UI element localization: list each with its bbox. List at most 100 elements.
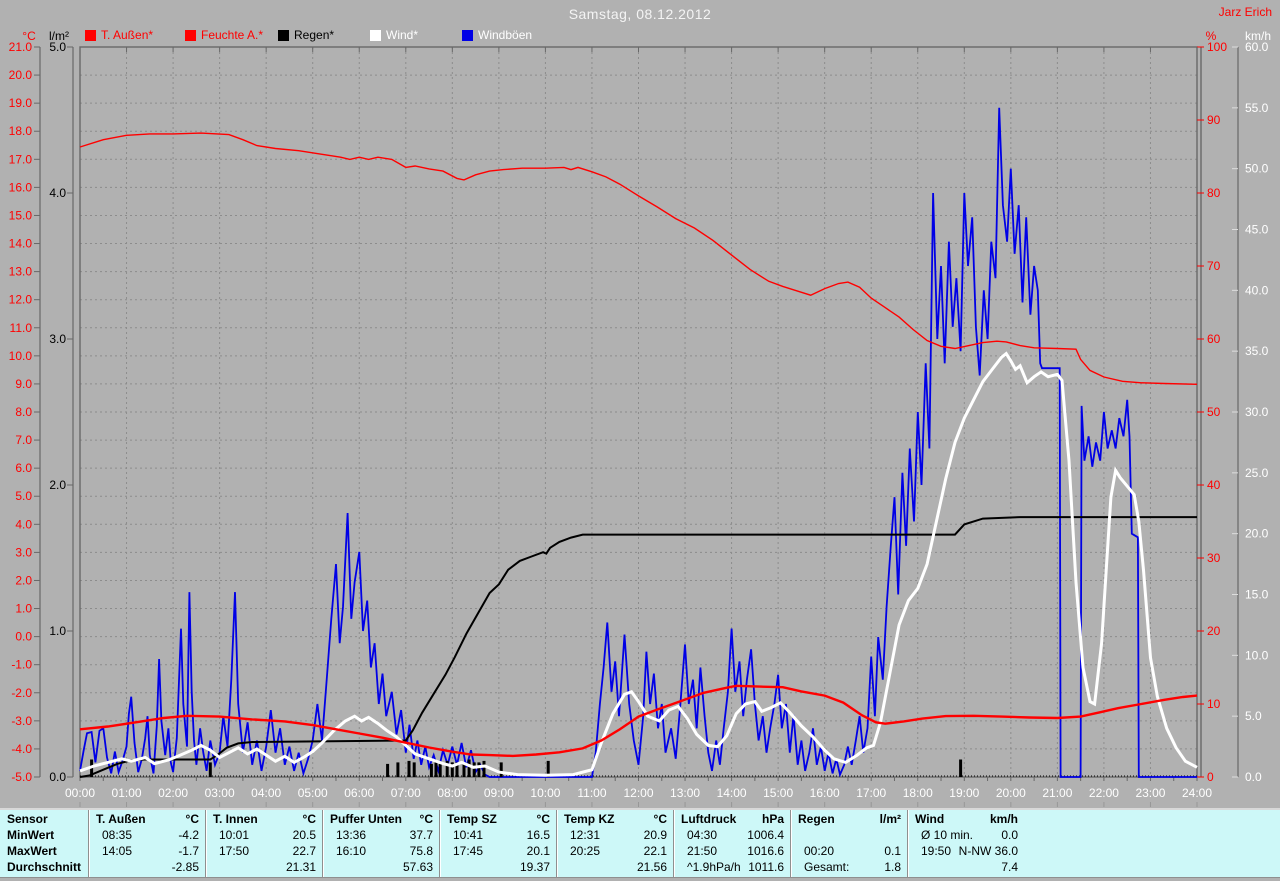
svg-text:90: 90 — [1207, 113, 1221, 127]
row-label-maxwert: MaxWert — [7, 844, 57, 858]
svg-text:09:00: 09:00 — [484, 786, 514, 800]
grid — [80, 47, 1197, 777]
svg-text:14:00: 14:00 — [717, 786, 747, 800]
svg-text:35.0: 35.0 — [1245, 344, 1269, 358]
svg-text:60.0: 60.0 — [1245, 40, 1269, 54]
svg-text:6.0: 6.0 — [15, 461, 32, 475]
svg-text:24:00: 24:00 — [1182, 786, 1212, 800]
stat-value-cell: 20.9 — [643, 828, 667, 842]
stat-value-cell: 20.1 — [526, 844, 550, 858]
stat-value-cell: 16.5 — [526, 828, 550, 842]
stat-value-cell: 7.4 — [1001, 860, 1018, 874]
right-humidity-axis-title: % — [1205, 29, 1217, 43]
svg-text:1.0: 1.0 — [49, 624, 66, 638]
table-row: -2.85 — [89, 859, 205, 875]
table-row: 16:10 75.8 — [323, 843, 439, 859]
legend-label: T. Außen* — [101, 28, 154, 42]
table-row: Temp SZ °C — [440, 811, 556, 827]
table-row: Wind km/h — [908, 811, 1024, 827]
svg-text:07:00: 07:00 — [391, 786, 421, 800]
table-row: Luftdruck hPa — [674, 811, 790, 827]
svg-text:13.0: 13.0 — [9, 265, 33, 279]
stat-value-cell: 57.63 — [402, 860, 433, 874]
window-bottom-strip — [0, 877, 1280, 881]
stat-time-cell: 08:35 — [102, 828, 133, 842]
series-windb-en — [79, 107, 1197, 778]
svg-text:3.0: 3.0 — [15, 545, 32, 559]
stat-time-cell: 14:05 — [102, 844, 133, 858]
table-row: 12:31 20.9 — [557, 827, 673, 843]
svg-text:08:00: 08:00 — [437, 786, 467, 800]
legend-swatch-icon — [85, 29, 96, 41]
legend-label: Windböen — [478, 28, 533, 42]
svg-text:12.0: 12.0 — [9, 293, 33, 307]
svg-text:16.0: 16.0 — [9, 180, 33, 194]
table-row: 17:45 20.1 — [440, 843, 556, 859]
stat-value-cell: 21.31 — [285, 860, 316, 874]
svg-text:2.0: 2.0 — [49, 478, 66, 492]
stat-group-name: Puffer Unten — [330, 812, 402, 826]
svg-text:25.0: 25.0 — [1245, 466, 1269, 480]
stat-group-unit: °C — [185, 812, 199, 826]
svg-text:40.0: 40.0 — [1245, 283, 1269, 297]
series-t-au-en- — [79, 684, 1198, 758]
statistics-table: Sensor MinWert MaxWert Durchschnitt T. Außen… — [0, 810, 1280, 877]
stat-value-cell: 21.56 — [636, 860, 667, 874]
stat-value-cell: 22.1 — [643, 844, 667, 858]
svg-text:0.0: 0.0 — [15, 630, 32, 644]
rain-event-bars — [90, 759, 963, 777]
stat-group-temp-kz: Temp KZ °C 12:31 20.9 20:25 22.1 21.56 — [556, 810, 673, 877]
table-row: Temp KZ °C — [557, 811, 673, 827]
svg-text:10: 10 — [1207, 697, 1221, 711]
svg-text:20.0: 20.0 — [1245, 527, 1269, 541]
svg-text:4.0: 4.0 — [15, 517, 32, 531]
stat-group-unit: °C — [536, 812, 550, 826]
svg-text:7.0: 7.0 — [15, 433, 32, 447]
stat-group-luftdruck: Luftdruck hPa 04:30 1006.4 21:50 1016.6 ^1.9hP… — [673, 810, 790, 877]
svg-text:80: 80 — [1207, 186, 1221, 200]
svg-text:0: 0 — [1207, 770, 1214, 784]
legend-label: Regen* — [294, 28, 335, 42]
svg-text:21:00: 21:00 — [1042, 786, 1072, 800]
svg-text:17:00: 17:00 — [856, 786, 886, 800]
stat-group-t-au-en: T. Außen °C 08:35 -4.2 14:05 -1.7 -2.85 — [88, 810, 205, 877]
svg-text:19.0: 19.0 — [9, 96, 33, 110]
svg-text:15:00: 15:00 — [763, 786, 793, 800]
svg-text:40: 40 — [1207, 478, 1221, 492]
table-row: 10:01 20.5 — [206, 827, 322, 843]
svg-text:03:00: 03:00 — [205, 786, 235, 800]
stat-time-cell: Ø 10 min. — [921, 828, 974, 842]
stat-group-wind: Wind km/h Ø 10 min. 0.0 19:50 N-NW 36.0 7.4 — [907, 810, 1024, 877]
legend-swatch-icon — [278, 29, 289, 41]
svg-text:18:00: 18:00 — [903, 786, 933, 800]
stat-time-cell: 16:10 — [336, 844, 367, 858]
svg-text:4.0: 4.0 — [49, 186, 66, 200]
svg-text:15.0: 15.0 — [1245, 588, 1269, 602]
svg-text:-4.0: -4.0 — [11, 742, 32, 756]
stat-value-cell: -1.7 — [178, 844, 199, 858]
legend-item-3: Wind* — [370, 28, 418, 42]
svg-text:16:00: 16:00 — [810, 786, 840, 800]
stat-group-t-innen: T. Innen °C 10:01 20.5 17:50 22.7 21.31 — [205, 810, 322, 877]
table-row: Gesamt: 1.8 — [791, 859, 907, 875]
svg-text:10.0: 10.0 — [9, 349, 33, 363]
svg-text:0.0: 0.0 — [49, 770, 66, 784]
table-row: Puffer Unten °C — [323, 811, 439, 827]
svg-text:0.0: 0.0 — [1245, 770, 1262, 784]
stat-value-cell: 75.8 — [409, 844, 433, 858]
svg-text:14.0: 14.0 — [9, 237, 33, 251]
table-row: 04:30 1006.4 — [674, 827, 790, 843]
table-row: 21.31 — [206, 859, 322, 875]
svg-text:11:00: 11:00 — [577, 786, 606, 800]
stat-group-name: T. Innen — [213, 812, 258, 826]
table-row: 7.4 — [908, 859, 1024, 875]
stat-time-cell: ^1.9hPa/h — [687, 860, 741, 874]
chart-title: Samstag, 08.12.2012 — [568, 6, 712, 22]
table-row: T. Außen °C — [89, 811, 205, 827]
stat-time-cell: 19:50 — [921, 844, 952, 858]
table-row: 57.63 — [323, 859, 439, 875]
svg-text:-5.0: -5.0 — [11, 770, 32, 784]
svg-text:3.0: 3.0 — [49, 332, 66, 346]
stat-time-cell: 10:41 — [453, 828, 484, 842]
